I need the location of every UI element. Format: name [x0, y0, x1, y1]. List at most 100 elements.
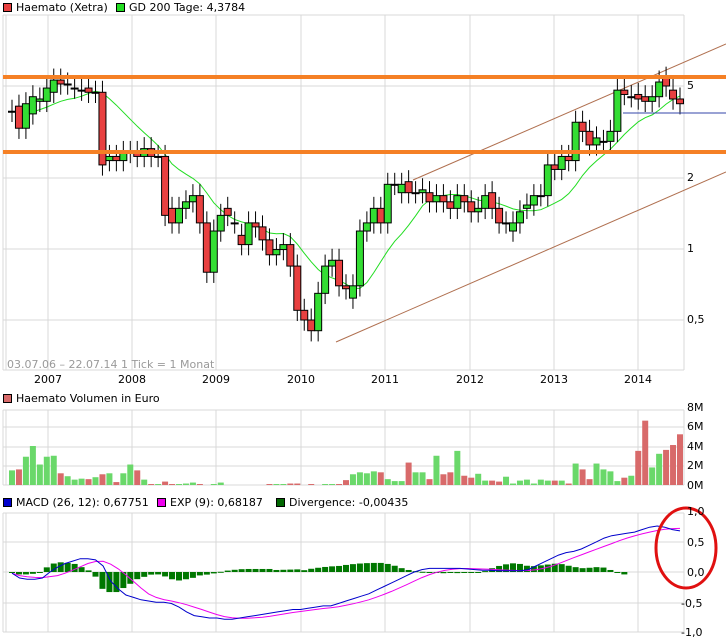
divergence-bar	[607, 569, 614, 572]
volume-bar	[496, 481, 503, 485]
legend-gd200-label: GD 200 Tage: 4,3784	[129, 1, 246, 14]
candle-up	[175, 207, 183, 224]
volume-bar	[670, 445, 677, 485]
candle-up	[648, 96, 657, 102]
resistance-line-upper	[3, 75, 726, 79]
volume-bar	[482, 480, 489, 485]
candle-up	[188, 195, 197, 203]
volume-bar	[176, 484, 182, 485]
divergence-bar	[280, 569, 287, 572]
volume-bar	[64, 476, 71, 485]
volume-bar	[363, 473, 370, 485]
divergence-bar	[106, 572, 113, 593]
year-label-2012: 2012	[456, 373, 484, 386]
candle-up	[63, 83, 72, 86]
divergence-bar	[440, 572, 447, 574]
divergence-bar	[356, 563, 363, 572]
candle-up	[314, 292, 323, 332]
candle-down	[223, 207, 232, 216]
candle-down	[676, 98, 684, 105]
price-axis-label-1: 1	[687, 242, 694, 255]
legend-macd-label: MACD (26, 12): 0,67751	[16, 496, 149, 509]
volume-bar	[148, 484, 155, 485]
divergence-bar	[182, 572, 189, 580]
legend-macd: MACD (26, 12): 0,67751	[3, 496, 149, 509]
candle-down	[460, 195, 469, 203]
divergence-bar	[203, 572, 210, 575]
volume-bar	[663, 449, 670, 485]
volume-bar	[530, 483, 537, 485]
divergence-bar	[447, 572, 454, 573]
candle-down	[335, 259, 344, 287]
volume-bar	[106, 473, 113, 485]
legend-exp: EXP (9): 0,68187	[157, 496, 263, 509]
candle-up	[383, 183, 392, 224]
volume-bar	[475, 473, 482, 485]
trend-channel-upper	[412, 43, 726, 181]
candle-up	[49, 79, 58, 93]
volume-bar	[642, 420, 649, 485]
volume-bar	[182, 483, 189, 485]
divergence-bar	[551, 563, 558, 572]
period-label: 03.07.06 – 22.07.14 1 Tick = 1 Monat	[7, 358, 215, 371]
volume-bar	[384, 479, 391, 485]
candle-down	[439, 195, 448, 203]
divergence-bar	[454, 572, 461, 574]
volume-bar	[621, 477, 628, 485]
volume-bar	[551, 480, 558, 485]
candle-up	[355, 230, 364, 287]
candle-up	[369, 207, 378, 224]
price-axis-label-0-5: 0,5	[687, 313, 705, 326]
volume-bar	[579, 469, 586, 485]
volume-bar	[141, 479, 148, 485]
volume-bar	[537, 479, 544, 485]
candle-up	[244, 222, 253, 246]
candle-up	[91, 91, 100, 94]
gd200-swatch-icon	[116, 3, 125, 12]
divergence-bar	[245, 568, 252, 572]
macd-axis-label-minus-1: -1,0	[681, 626, 703, 639]
divergence-bar	[43, 567, 50, 572]
divergence-bar	[57, 562, 64, 572]
candle-down	[258, 226, 267, 241]
divergence-bar	[496, 565, 503, 572]
candle-down	[620, 89, 629, 95]
volume-bar	[468, 477, 475, 485]
candle-down	[202, 222, 211, 273]
candle-up	[328, 259, 337, 267]
divergence-bar	[370, 562, 377, 572]
candle-down	[404, 181, 413, 194]
volume-bar	[440, 474, 447, 485]
candle-up	[216, 214, 225, 232]
volume-bar	[134, 470, 141, 485]
candle-down	[641, 96, 650, 102]
legend-volume-label: Haemato Volumen in Euro	[16, 392, 160, 405]
divergence-bar	[572, 567, 579, 572]
candle-up	[599, 140, 608, 143]
volume-bar	[391, 481, 398, 485]
divergence-bar	[287, 569, 294, 572]
volume-swatch-icon	[3, 394, 12, 403]
price-swatch-icon	[3, 3, 12, 12]
volume-bar	[287, 483, 294, 485]
divergence-bar	[238, 569, 245, 572]
divergence-swatch-icon	[276, 498, 285, 507]
candle-down	[425, 192, 434, 203]
candle-up	[42, 87, 51, 102]
volume-bar	[489, 480, 496, 485]
candle-down	[293, 265, 302, 311]
divergence-bar	[273, 569, 280, 572]
divergence-bar	[398, 568, 405, 572]
volume-bar	[329, 484, 336, 485]
volume-bar	[50, 455, 57, 485]
divergence-bar	[196, 572, 203, 576]
volume-axis-label-4m: 4M	[687, 440, 704, 453]
divergence-bar	[530, 566, 537, 572]
candle-up	[321, 265, 330, 294]
volume-bar	[15, 469, 22, 485]
divergence-bar	[315, 567, 322, 572]
divergence-bar	[259, 568, 266, 572]
macd-axis-label-0-5: 0,5	[687, 536, 705, 549]
divergence-bar	[322, 566, 329, 572]
